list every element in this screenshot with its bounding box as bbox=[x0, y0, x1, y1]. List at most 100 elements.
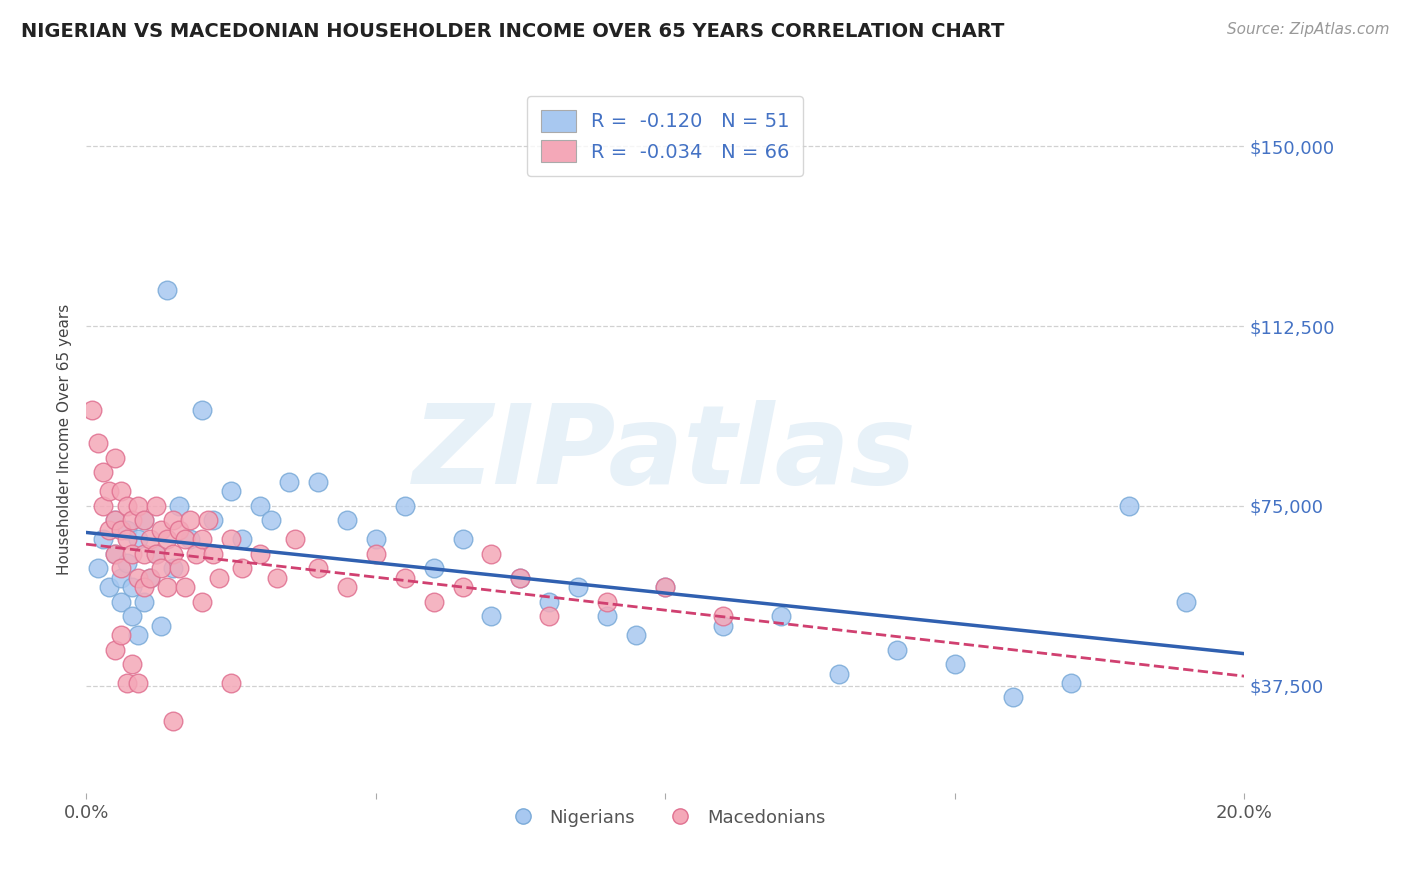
Point bbox=[394, 499, 416, 513]
Point bbox=[191, 533, 214, 547]
Point bbox=[191, 403, 214, 417]
Point bbox=[711, 618, 734, 632]
Point bbox=[145, 547, 167, 561]
Point bbox=[231, 533, 253, 547]
Point bbox=[451, 580, 474, 594]
Point bbox=[173, 580, 195, 594]
Point bbox=[132, 580, 155, 594]
Point bbox=[173, 533, 195, 547]
Point bbox=[115, 556, 138, 570]
Point bbox=[80, 403, 103, 417]
Point bbox=[509, 571, 531, 585]
Point bbox=[654, 580, 676, 594]
Point bbox=[162, 714, 184, 729]
Point bbox=[179, 513, 201, 527]
Point bbox=[481, 609, 503, 624]
Point bbox=[219, 676, 242, 690]
Point bbox=[509, 571, 531, 585]
Point bbox=[596, 594, 619, 608]
Point bbox=[132, 547, 155, 561]
Point bbox=[156, 533, 179, 547]
Point bbox=[139, 571, 162, 585]
Point bbox=[139, 571, 162, 585]
Point bbox=[104, 642, 127, 657]
Legend: Nigerians, Macedonians: Nigerians, Macedonians bbox=[498, 801, 834, 834]
Point bbox=[336, 513, 359, 527]
Point bbox=[162, 513, 184, 527]
Point bbox=[93, 465, 115, 479]
Point bbox=[364, 533, 387, 547]
Point bbox=[208, 571, 231, 585]
Point bbox=[115, 676, 138, 690]
Point bbox=[184, 547, 207, 561]
Point bbox=[150, 618, 173, 632]
Point bbox=[104, 513, 127, 527]
Point bbox=[260, 513, 283, 527]
Point bbox=[179, 533, 201, 547]
Point bbox=[156, 580, 179, 594]
Point bbox=[567, 580, 589, 594]
Point bbox=[104, 450, 127, 465]
Point bbox=[110, 571, 132, 585]
Point bbox=[98, 580, 121, 594]
Point bbox=[364, 547, 387, 561]
Point bbox=[249, 547, 271, 561]
Point bbox=[197, 513, 219, 527]
Point bbox=[162, 547, 184, 561]
Point bbox=[110, 484, 132, 499]
Text: ZIPatlas: ZIPatlas bbox=[413, 401, 917, 508]
Point bbox=[1059, 676, 1081, 690]
Point bbox=[132, 513, 155, 527]
Point bbox=[711, 609, 734, 624]
Point bbox=[451, 533, 474, 547]
Point bbox=[121, 580, 143, 594]
Point bbox=[121, 547, 143, 561]
Point bbox=[219, 484, 242, 499]
Point bbox=[654, 580, 676, 594]
Point bbox=[132, 594, 155, 608]
Point bbox=[139, 533, 162, 547]
Point bbox=[336, 580, 359, 594]
Point bbox=[167, 523, 190, 537]
Point bbox=[86, 436, 108, 450]
Point bbox=[121, 513, 143, 527]
Point bbox=[110, 628, 132, 642]
Point bbox=[156, 283, 179, 297]
Point bbox=[127, 571, 149, 585]
Point bbox=[98, 523, 121, 537]
Point bbox=[104, 513, 127, 527]
Point bbox=[1175, 594, 1198, 608]
Point bbox=[191, 594, 214, 608]
Point bbox=[110, 523, 132, 537]
Point bbox=[127, 628, 149, 642]
Point bbox=[1118, 499, 1140, 513]
Point bbox=[202, 547, 225, 561]
Point bbox=[145, 547, 167, 561]
Point bbox=[828, 666, 851, 681]
Point bbox=[770, 609, 793, 624]
Point bbox=[93, 499, 115, 513]
Point bbox=[422, 561, 444, 575]
Point bbox=[93, 533, 115, 547]
Point bbox=[115, 523, 138, 537]
Point bbox=[538, 594, 561, 608]
Point bbox=[115, 533, 138, 547]
Point bbox=[626, 628, 648, 642]
Point bbox=[150, 523, 173, 537]
Point bbox=[231, 561, 253, 575]
Point bbox=[481, 547, 503, 561]
Point bbox=[86, 561, 108, 575]
Point bbox=[132, 513, 155, 527]
Point bbox=[266, 571, 288, 585]
Point bbox=[127, 676, 149, 690]
Point bbox=[104, 547, 127, 561]
Point bbox=[127, 499, 149, 513]
Point bbox=[307, 561, 329, 575]
Point bbox=[277, 475, 299, 489]
Point bbox=[162, 561, 184, 575]
Point bbox=[121, 609, 143, 624]
Point bbox=[596, 609, 619, 624]
Point bbox=[98, 484, 121, 499]
Point bbox=[202, 513, 225, 527]
Point bbox=[110, 594, 132, 608]
